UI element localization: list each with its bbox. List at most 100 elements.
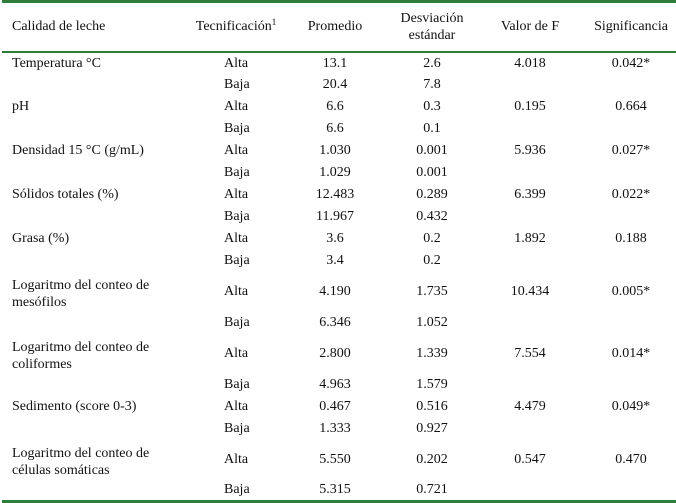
tecnificacion-cell: Baja bbox=[184, 479, 288, 503]
header-valor-f: Valor de F bbox=[482, 0, 578, 53]
param-cell: Sedimento (score 0-3) bbox=[2, 396, 184, 418]
tecnificacion-cell: Alta bbox=[224, 452, 249, 467]
valor-f-cell: 4.018 bbox=[514, 55, 546, 71]
desviacion-cell: 1.735 bbox=[416, 284, 448, 299]
table-row: Temperatura °C Alta 13.1 2.6 4.018 0.042… bbox=[2, 52, 676, 74]
desviacion-cell: 0.001 bbox=[416, 165, 448, 180]
table-row: Baja 3.4 0.2 bbox=[2, 250, 676, 272]
param-text: Temperatura °C bbox=[12, 55, 101, 71]
param-text-line2: células somáticas bbox=[12, 462, 110, 478]
tecnificacion-cell: Alta bbox=[224, 399, 249, 414]
tecnificacion-cell: Baja bbox=[224, 121, 250, 136]
desviacion-cell: 2.6 bbox=[423, 55, 441, 71]
desviacion-cell: 0.001 bbox=[416, 143, 448, 158]
promedio-cell: 1.333 bbox=[319, 421, 351, 436]
significancia-cell: 0.014* bbox=[611, 346, 651, 361]
tecnificacion-cell: Baja bbox=[224, 209, 250, 224]
significancia-cell: 0.042* bbox=[611, 55, 651, 71]
promedio-cell: 5.550 bbox=[319, 452, 351, 467]
header-desviacion-line1: Desviación bbox=[400, 10, 464, 26]
table-row: Baja 20.4 7.8 bbox=[2, 74, 676, 96]
param-text: Densidad 15 °C (g/mL) bbox=[12, 143, 144, 158]
tecnificacion-cell: Alta bbox=[224, 99, 249, 114]
param-text-line1: Logaritmo del conteo de bbox=[12, 277, 150, 293]
desviacion-cell: 1.579 bbox=[416, 377, 448, 392]
header-calidad: Calidad de leche bbox=[2, 0, 184, 53]
tecnificacion-cell: Baja bbox=[224, 253, 250, 268]
significancia-cell: 0.022* bbox=[611, 187, 651, 202]
param-text: Sedimento (score 0-3) bbox=[12, 399, 137, 414]
desviacion-cell: 0.432 bbox=[416, 209, 448, 224]
tecnificacion-cell: Alta bbox=[224, 284, 249, 299]
desviacion-cell: 0.721 bbox=[382, 479, 482, 503]
valor-f-cell: 0.195 bbox=[514, 99, 546, 114]
table-row: pH Alta 6.6 0.3 0.195 0.664 bbox=[2, 96, 676, 118]
promedio-cell: 1.029 bbox=[319, 165, 351, 180]
tecnificacion-cell: Baja bbox=[224, 421, 250, 436]
header-calidad-text: Calidad de leche bbox=[12, 19, 106, 35]
param-cell: Logaritmo del conteo de coliformes bbox=[2, 334, 184, 374]
significancia-cell: 0.049* bbox=[611, 399, 651, 414]
promedio-cell: 13.1 bbox=[322, 55, 348, 71]
table-row: Baja 6.346 1.052 bbox=[2, 312, 676, 334]
promedio-cell: 0.467 bbox=[319, 399, 351, 414]
param-text-line2: coliformes bbox=[12, 356, 72, 372]
table-row: Baja 5.315 0.721 bbox=[2, 479, 676, 503]
table-row: Baja 1.333 0.927 bbox=[2, 418, 676, 440]
promedio-cell: 11.967 bbox=[316, 209, 354, 224]
footnote-marker: 1 bbox=[271, 17, 277, 28]
param-cell: Grasa (%) bbox=[2, 228, 184, 250]
table-row: Logaritmo del conteo de coliformes Alta 2… bbox=[2, 334, 676, 374]
header-valor-f-text: Valor de F bbox=[500, 19, 560, 35]
table-row: Grasa (%) Alta 3.6 0.2 1.892 0.188 bbox=[2, 228, 676, 250]
param-text: Grasa (%) bbox=[12, 231, 70, 246]
promedio-cell: 6.6 bbox=[326, 99, 344, 114]
significancia-cell: 0.188 bbox=[615, 231, 647, 246]
significancia-cell: 0.027* bbox=[611, 143, 651, 158]
desviacion-cell: 0.202 bbox=[416, 452, 448, 467]
header-significancia: Significancia bbox=[578, 0, 676, 53]
desviacion-cell: 0.1 bbox=[423, 121, 441, 136]
promedio-cell: 3.6 bbox=[326, 231, 344, 246]
tecnificacion-cell: Alta bbox=[224, 143, 249, 158]
promedio-cell: 2.800 bbox=[319, 346, 351, 361]
table-row: Logaritmo del conteo de mesófilos Alta 4.… bbox=[2, 272, 676, 312]
param-cell: Temperatura °C bbox=[2, 52, 184, 74]
promedio-cell: 3.4 bbox=[326, 253, 344, 268]
header-promedio: Promedio bbox=[288, 0, 382, 53]
tecnificacion-cell: Baja bbox=[224, 315, 250, 330]
promedio-cell: 12.483 bbox=[315, 187, 355, 202]
tecnificacion-cell: Alta bbox=[224, 231, 249, 246]
desviacion-cell: 0.516 bbox=[416, 399, 448, 414]
promedio-cell: 20.4 bbox=[322, 77, 348, 92]
significancia-cell: 0.664 bbox=[615, 99, 647, 114]
valor-f-cell: 0.547 bbox=[514, 452, 546, 467]
param-text-line1: Logaritmo del conteo de bbox=[12, 445, 150, 461]
desviacion-cell: 0.2 bbox=[423, 253, 441, 268]
table-row: Baja 4.963 1.579 bbox=[2, 374, 676, 396]
promedio-cell: 5.315 bbox=[288, 479, 382, 503]
param-cell: Densidad 15 °C (g/mL) bbox=[2, 140, 184, 162]
desviacion-cell: 0.3 bbox=[423, 99, 441, 114]
header-tecnificacion-text: Tecnificación bbox=[195, 19, 272, 35]
desviacion-cell: 1.339 bbox=[416, 346, 448, 361]
table-row: Baja 1.029 0.001 bbox=[2, 162, 676, 184]
tecnificacion-cell: Alta bbox=[224, 346, 249, 361]
param-text: pH bbox=[12, 99, 30, 114]
desviacion-cell: 1.052 bbox=[416, 315, 448, 330]
tecnificacion-cell: Baja bbox=[224, 165, 250, 180]
valor-f-cell: 10.434 bbox=[510, 284, 550, 299]
param-cell: Sólidos totales (%) bbox=[2, 184, 184, 206]
tecnificacion-cell: Baja bbox=[224, 377, 250, 392]
param-text-line2: mesófilos bbox=[12, 294, 67, 310]
valor-f-cell: 4.479 bbox=[514, 399, 546, 414]
table-row: Logaritmo del conteo de células somáticas… bbox=[2, 440, 676, 480]
header-tecnificacion: Tecnificación1 bbox=[184, 0, 288, 53]
valor-f-cell: 5.936 bbox=[514, 143, 546, 158]
table-row: Sólidos totales (%) Alta 12.483 0.289 6.… bbox=[2, 184, 676, 206]
header-desviacion-line2: estándar bbox=[408, 27, 456, 43]
valor-f-cell: 7.554 bbox=[514, 346, 546, 361]
tecnificacion-cell: Alta bbox=[224, 55, 249, 71]
